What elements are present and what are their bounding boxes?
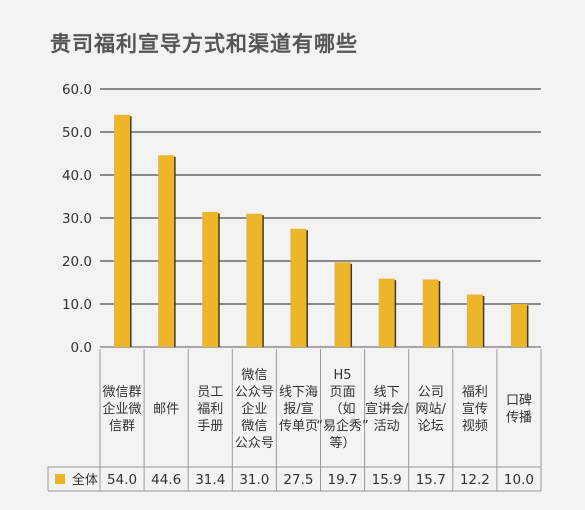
x-category-label-line: 页面 (330, 385, 356, 400)
x-category-label-line: 传单页 (279, 419, 318, 434)
data-label: 44.6 (151, 472, 181, 488)
x-category-label-line: 传播 (506, 411, 532, 426)
x-category-label: 口碑传播 (506, 393, 532, 426)
data-label: 31.0 (239, 472, 269, 488)
x-category-label: 邮件 (153, 402, 179, 417)
x-category-label-line: 视频 (462, 419, 488, 434)
x-category-label-line: 手册 (197, 419, 223, 434)
x-category-label: 福利宣传视频 (462, 385, 488, 434)
x-category-label-line: 福利 (462, 385, 488, 400)
bar (202, 211, 219, 347)
x-category-label-line: 员工 (197, 385, 223, 400)
data-label: 31.4 (195, 472, 225, 488)
data-label: 15.9 (372, 472, 402, 488)
x-category-label-line: （如 (330, 401, 356, 417)
x-category-label-line: 公众号 (235, 436, 274, 451)
x-category-label-line: 微信 (241, 419, 267, 434)
chart-title: 贵司福利宣导方式和渠道有哪些 (50, 32, 358, 56)
data-label: 27.5 (283, 472, 313, 488)
x-category-label-line: 福利 (197, 402, 223, 417)
data-label: 15.7 (416, 472, 446, 488)
x-category-label: 员工福利手册 (197, 385, 223, 434)
x-category-label-line: 线下 (374, 385, 400, 400)
y-tick-label: 40.0 (62, 168, 92, 184)
data-label: 10.0 (504, 472, 534, 488)
x-category-label-line: 公司 (418, 385, 444, 400)
legend-label: 全体 (72, 472, 98, 488)
bar (290, 228, 307, 347)
x-category-label: H5 页面（如“易企秀”等） (316, 368, 368, 451)
x-category-label: 线下海报/宣传单页 (279, 385, 318, 434)
y-tick-label: 10.0 (62, 297, 92, 313)
data-label: 19.7 (328, 472, 358, 488)
x-category-label-line: 网站/ (416, 402, 447, 417)
x-category-label-line: 等） (330, 435, 356, 451)
x-category-label-line: 企业 (241, 401, 267, 417)
bar (510, 304, 527, 347)
x-category-label-line: 宣讲会/ (365, 401, 409, 417)
y-tick-label: 60.0 (62, 82, 92, 98)
bar (158, 155, 175, 347)
x-category-label-line: 活动 (374, 419, 400, 434)
x-category-label-line: 企业微 (103, 401, 142, 417)
bar (422, 279, 439, 347)
x-category-label-line: 口碑 (506, 393, 532, 409)
legend-swatch (55, 474, 65, 484)
x-category-label-line: H5 (334, 368, 352, 383)
x-category-label-line: 微信 (241, 368, 267, 383)
bar (334, 262, 351, 347)
bar (466, 294, 483, 347)
data-label: 12.2 (460, 472, 490, 488)
data-label: 54.0 (107, 472, 137, 488)
x-category-label: 公司网站/论坛 (416, 385, 447, 434)
x-category-label-line: “易企秀” (316, 418, 368, 434)
x-category-label-line: 邮件 (153, 402, 179, 417)
y-tick-label: 30.0 (62, 211, 92, 227)
x-category-label-line: 信群 (109, 419, 135, 434)
x-category-label-line: 公众号 (235, 385, 274, 400)
bar (114, 114, 131, 347)
bar (378, 278, 395, 347)
bar (246, 213, 263, 347)
y-tick-label: 0.0 (71, 340, 92, 356)
y-tick-label: 50.0 (62, 125, 92, 141)
x-category-label-line: 报/宣 (283, 401, 313, 417)
x-category-label-line: 线下海 (279, 385, 318, 400)
x-category-label: 微信群企业微信群 (103, 385, 142, 434)
x-category-label-line: 微信群 (103, 385, 142, 400)
x-category-label-line: 论坛 (418, 419, 444, 434)
x-category-label: 线下宣讲会/活动 (365, 385, 409, 434)
y-tick-label: 20.0 (62, 254, 92, 270)
x-category-label: 微信公众号企业微信公众号 (235, 368, 274, 451)
x-category-label-line: 宣传 (462, 401, 488, 417)
